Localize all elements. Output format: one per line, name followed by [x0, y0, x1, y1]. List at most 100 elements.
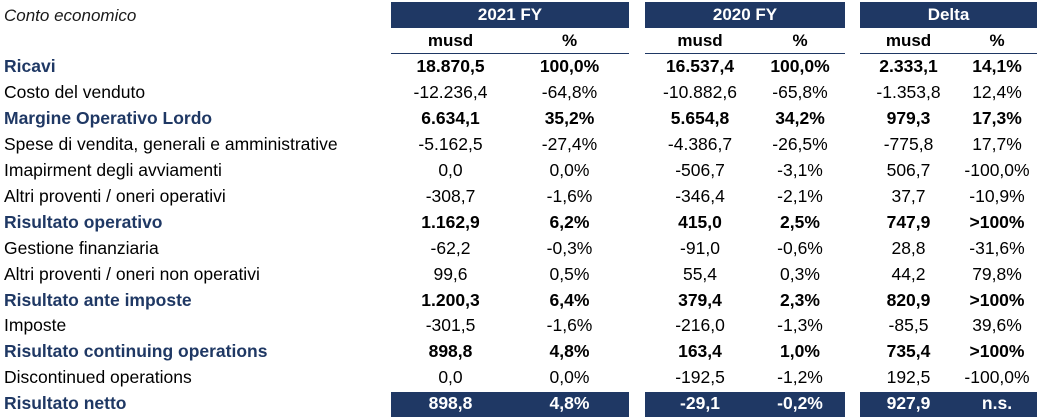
cell-pct-2021: -1,6% [546, 315, 593, 336]
cell-pct-2020: -0,6% [777, 237, 823, 258]
cell-musd-2020: -91,0 [680, 237, 720, 258]
cell-musd-2021: 898,8 [428, 393, 473, 414]
cell-musd-2021: 1.162,9 [421, 211, 480, 232]
header-divider-2021 [391, 53, 629, 54]
cell-pct-2021: 6,4% [549, 289, 590, 310]
cell-pct-2020: -1,3% [777, 315, 823, 336]
cell-musd-delta: 2.333,1 [879, 56, 938, 77]
cell-pct-2021: -1,6% [546, 185, 593, 206]
cell-musd-2020: 163,4 [678, 341, 722, 362]
cell-musd-2020: -192,5 [675, 367, 725, 388]
cell-musd-2020: -4.386,7 [667, 134, 733, 155]
cell-musd-delta: 927,9 [886, 393, 931, 414]
cell-musd-2020: 379,4 [678, 289, 722, 310]
subheader-musd-delta: musd [885, 31, 932, 50]
subheader-musd-2020: musd [677, 31, 723, 50]
group-header-2020: 2020 FY [645, 2, 845, 28]
cell-pct-2020: -1,2% [777, 367, 823, 388]
cell-musd-2020: 415,0 [678, 211, 722, 232]
cell-musd-delta: 506,7 [886, 160, 931, 181]
cell-musd-2020: -29,1 [680, 393, 720, 414]
cell-musd-2020: -10.882,6 [663, 82, 737, 103]
row-label: Altri proventi / oneri non operativi [4, 263, 260, 284]
cell-musd-2021: 1.200,3 [421, 289, 480, 310]
cell-musd-2021: 0,0 [438, 367, 463, 388]
group-header-2021: 2021 FY [391, 2, 629, 28]
cell-pct-delta: 17,3% [972, 108, 1022, 129]
row-label: Margine Operativo Lordo [4, 108, 213, 129]
row-label: Costo del venduto [4, 82, 146, 103]
cell-musd-2021: 99,6 [433, 263, 468, 284]
table-row: Risultato operativo 1.162,9 6,2% 415,0 2,5% 7… [0, 209, 1038, 235]
subheader-musd-2021: musd [427, 31, 474, 50]
cell-pct-2020: -2,1% [777, 185, 823, 206]
subheader-pct-2021: % [561, 31, 578, 50]
cell-musd-2021: 898,8 [428, 341, 473, 362]
group-header-delta: Delta [860, 2, 1037, 28]
row-label: Risultato operativo [4, 211, 163, 232]
table-row: Imapirment degli avviamenti 0,0 0,0% -506,7… [0, 158, 1038, 184]
row-label: Discontinued operations [4, 367, 192, 388]
table-row: Imposte -301,5 -1,6% -216,0 -1,3% -85,5 39,6% [0, 313, 1038, 339]
cell-musd-2021: -308,7 [425, 185, 476, 206]
total-band-2020 [645, 392, 845, 417]
table-row: Risultato netto 898,8 4,8% -29,1 -0,2% 927,9 n… [0, 391, 1038, 417]
table-row: Risultato ante imposte 1.200,3 6,4% 379,4 2,… [0, 287, 1038, 313]
cell-musd-2021: -5.162,5 [418, 134, 483, 155]
table-row: Discontinued operations 0,0 0,0% -192,5 -1,2… [0, 365, 1038, 391]
row-label: Risultato continuing operations [4, 341, 268, 362]
total-band-2021 [391, 392, 629, 417]
table-row: Spese di vendita, generali e amministrat… [0, 132, 1038, 158]
cell-pct-delta: >100% [969, 341, 1025, 362]
row-label: Risultato netto [4, 393, 127, 414]
row-label: Ricavi [4, 56, 56, 77]
cell-pct-2021: 35,2% [544, 108, 595, 129]
cell-pct-2020: -65,8% [772, 82, 828, 103]
cell-musd-delta: 820,9 [886, 289, 931, 310]
cell-musd-delta: 747,9 [886, 211, 931, 232]
cell-pct-delta: >100% [969, 289, 1025, 310]
subheader-pct-delta: % [989, 31, 1005, 50]
cell-pct-2020: 0,3% [780, 263, 820, 284]
cell-pct-2021: 4,8% [549, 393, 590, 414]
cell-musd-2021: 0,0 [438, 160, 463, 181]
cell-musd-2020: -216,0 [675, 315, 725, 336]
total-band-delta [860, 392, 1037, 417]
subheader-pct-2020: % [792, 31, 808, 50]
cell-pct-2020: -3,1% [777, 160, 823, 181]
cell-musd-2021: 6.634,1 [421, 108, 480, 129]
cell-musd-delta: 44,2 [891, 263, 926, 284]
cell-pct-2021: 6,2% [549, 211, 590, 232]
cell-musd-2021: -301,5 [425, 315, 476, 336]
cell-pct-2020: 34,2% [775, 108, 825, 129]
cell-musd-2020: -346,4 [675, 185, 725, 206]
cell-pct-delta: -31,6% [969, 237, 1025, 258]
cell-musd-2020: 5.654,8 [670, 108, 730, 129]
table-row: Altri proventi / oneri non operativi 99,6… [0, 261, 1038, 287]
row-label: Risultato ante imposte [4, 289, 192, 310]
table-row: Risultato continuing operations 898,8 4,8%… [0, 339, 1038, 365]
cell-pct-2021: 0,0% [549, 160, 590, 181]
row-label: Imposte [4, 315, 67, 336]
table-row: Altri proventi / oneri operativi -308,7 -1… [0, 184, 1038, 210]
cell-pct-delta: 79,8% [972, 263, 1022, 284]
cell-pct-2020: 100,0% [770, 56, 830, 77]
cell-pct-2021: -0,3% [546, 237, 593, 258]
cell-musd-delta: -1.353,8 [876, 82, 941, 103]
table-row: Margine Operativo Lordo 6.634,1 35,2% 5.654… [0, 106, 1038, 132]
cell-pct-2021: 100,0% [539, 56, 600, 77]
cell-pct-delta: 39,6% [972, 315, 1022, 336]
cell-musd-2021: -62,2 [430, 237, 471, 258]
cell-pct-delta: 14,1% [972, 56, 1022, 77]
row-label: Gestione finanziaria [4, 237, 159, 258]
cell-musd-delta: 192,5 [886, 367, 931, 388]
table-row: Gestione finanziaria -62,2 -0,3% -91,0 -0,6%… [0, 235, 1038, 261]
cell-musd-2020: -506,7 [675, 160, 725, 181]
cell-pct-2020: 1,0% [780, 341, 820, 362]
cell-pct-delta: -100,0% [964, 367, 1030, 388]
cell-musd-delta: 979,3 [886, 108, 931, 129]
cell-musd-2020: 55,4 [682, 263, 718, 284]
cell-musd-delta: 735,4 [886, 341, 931, 362]
cell-pct-2021: -64,8% [541, 82, 598, 103]
cell-pct-2021: 0,5% [549, 263, 590, 284]
